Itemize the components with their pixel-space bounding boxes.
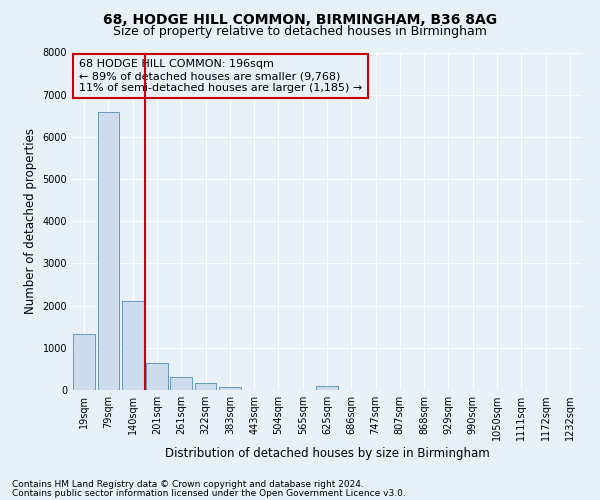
Text: Contains HM Land Registry data © Crown copyright and database right 2024.: Contains HM Land Registry data © Crown c… <box>12 480 364 489</box>
Text: Contains public sector information licensed under the Open Government Licence v3: Contains public sector information licen… <box>12 488 406 498</box>
Text: 68 HODGE HILL COMMON: 196sqm
← 89% of detached houses are smaller (9,768)
11% of: 68 HODGE HILL COMMON: 196sqm ← 89% of de… <box>79 60 362 92</box>
Text: Size of property relative to detached houses in Birmingham: Size of property relative to detached ho… <box>113 25 487 38</box>
X-axis label: Distribution of detached houses by size in Birmingham: Distribution of detached houses by size … <box>164 448 490 460</box>
Bar <box>122 302 143 390</box>
Text: 68, HODGE HILL COMMON, BIRMINGHAM, B36 8AG: 68, HODGE HILL COMMON, BIRMINGHAM, B36 8… <box>103 12 497 26</box>
Bar <box>194 384 217 390</box>
Bar <box>170 377 192 390</box>
Bar <box>146 362 168 390</box>
Y-axis label: Number of detached properties: Number of detached properties <box>24 128 37 314</box>
Bar <box>97 112 119 390</box>
Bar <box>73 334 95 390</box>
Bar <box>219 387 241 390</box>
Bar <box>316 386 338 390</box>
